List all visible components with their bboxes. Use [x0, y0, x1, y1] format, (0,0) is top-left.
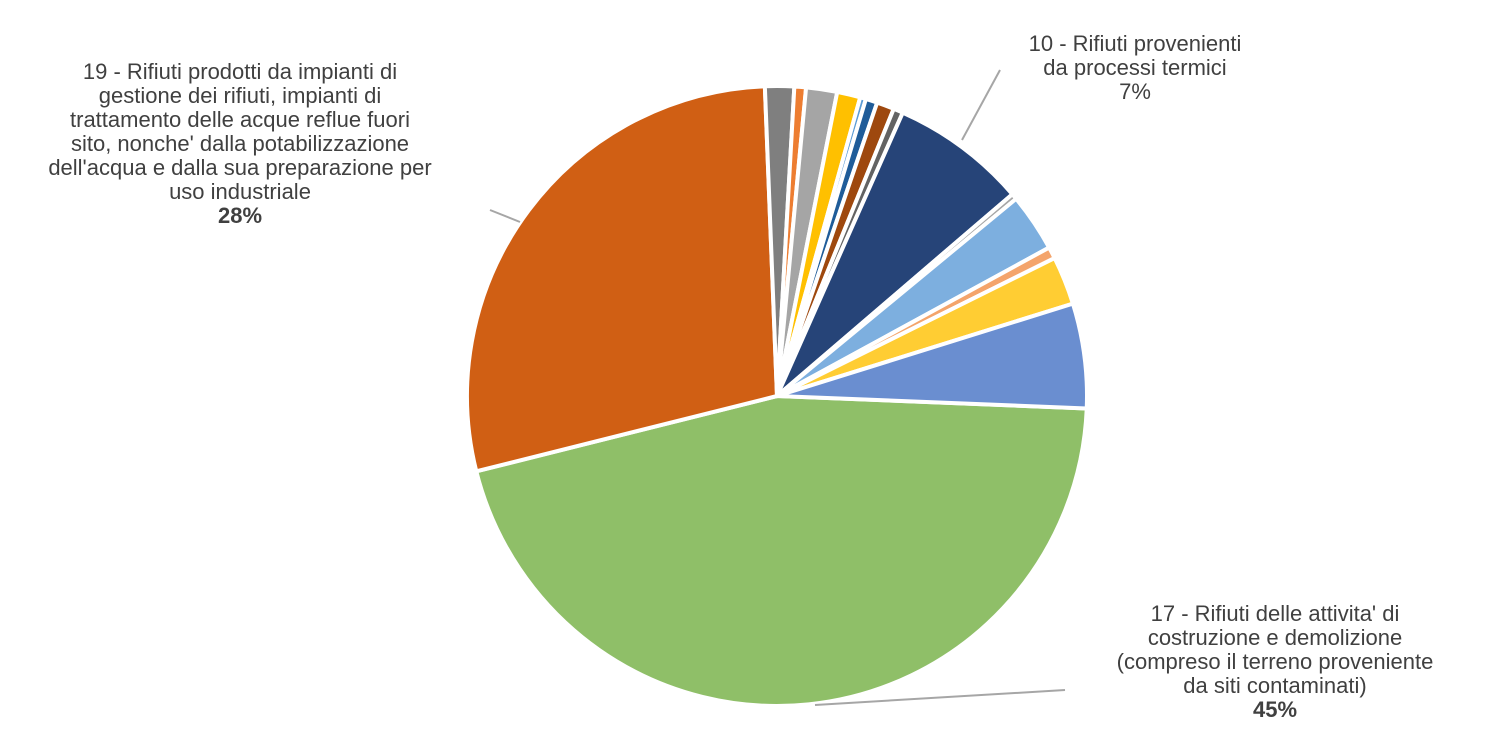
pie-slice-1 — [465, 84, 779, 474]
leader-lines — [489, 69, 1066, 706]
data-label-text: 19 - Rifiuti prodotti da impianti di ges… — [48, 59, 432, 204]
data-label-percent: 7% — [1119, 79, 1151, 104]
leader-line-1 — [961, 69, 1001, 141]
leader-line-2 — [814, 689, 1066, 706]
leader-line-0 — [489, 209, 521, 223]
pie-slices — [465, 84, 1089, 708]
pie-slice-10 — [775, 110, 1015, 398]
data-label-percent: 45% — [1252, 697, 1298, 722]
data-label-construction-demolition: 17 - Rifiuti delle attivita' di costruzi… — [1070, 578, 1480, 746]
pie-slice-15 — [775, 301, 1089, 411]
data-label-thermal-processes: 10 - Rifiuti provenienti da processi ter… — [990, 8, 1280, 128]
pie-slice-0 — [474, 394, 1089, 708]
data-label-percent: 28% — [217, 203, 263, 228]
data-label-waste-treatment: 19 - Rifiuti prodotti da impianti di ges… — [0, 36, 480, 252]
data-label-text: 17 - Rifiuti delle attivita' di costruzi… — [1116, 601, 1434, 698]
data-label-text: 10 - Rifiuti provenienti da processi ter… — [1028, 31, 1242, 80]
